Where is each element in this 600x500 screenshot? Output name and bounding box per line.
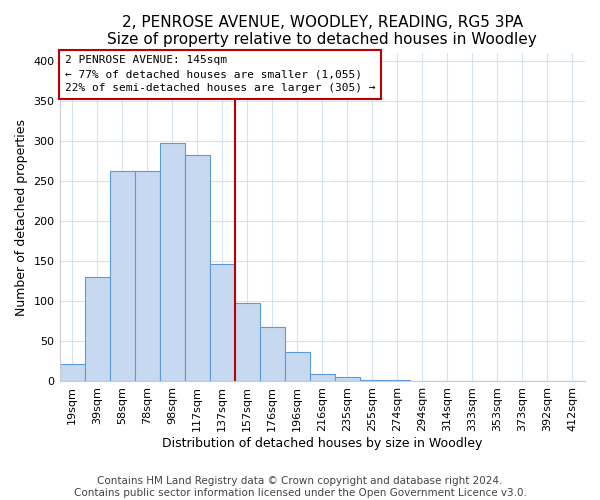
Bar [85, 277, 110, 382]
Bar [410, 380, 435, 382]
Bar [110, 170, 134, 382]
Bar [260, 327, 285, 382]
Bar [59, 364, 85, 382]
Text: Contains HM Land Registry data © Crown copyright and database right 2024.
Contai: Contains HM Land Registry data © Crown c… [74, 476, 526, 498]
Bar [185, 154, 209, 382]
Bar [385, 380, 410, 382]
Bar [510, 380, 535, 382]
Bar [285, 352, 310, 382]
Text: 2 PENROSE AVENUE: 145sqm
← 77% of detached houses are smaller (1,055)
22% of sem: 2 PENROSE AVENUE: 145sqm ← 77% of detach… [65, 55, 375, 93]
Bar [160, 144, 185, 382]
Bar [310, 374, 335, 382]
X-axis label: Distribution of detached houses by size in Woodley: Distribution of detached houses by size … [162, 437, 482, 450]
Title: 2, PENROSE AVENUE, WOODLEY, READING, RG5 3PA
Size of property relative to detach: 2, PENROSE AVENUE, WOODLEY, READING, RG5… [107, 15, 537, 48]
Bar [134, 170, 160, 382]
Bar [235, 303, 260, 382]
Bar [460, 380, 485, 382]
Bar [360, 380, 385, 382]
Bar [209, 264, 235, 382]
Y-axis label: Number of detached properties: Number of detached properties [15, 118, 28, 316]
Bar [335, 378, 360, 382]
